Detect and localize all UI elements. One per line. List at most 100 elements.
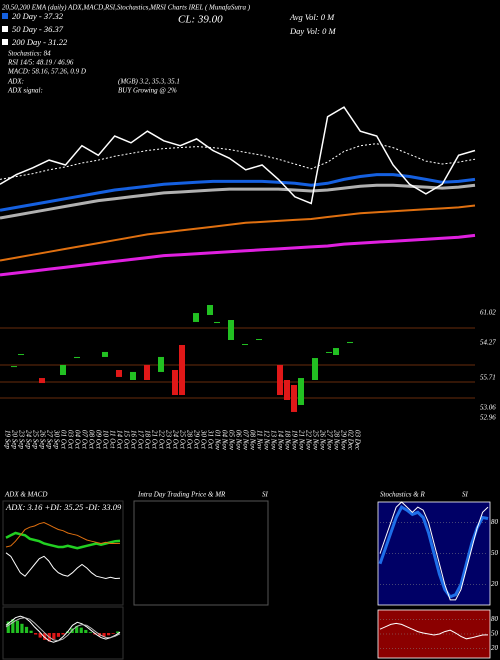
x-tick-label: 23 Sep bbox=[17, 430, 25, 449]
histogram-bar bbox=[34, 633, 38, 635]
x-tick-label: 24 Oct bbox=[171, 430, 179, 450]
histogram-bar bbox=[29, 630, 33, 633]
x-tick-label: 25 Nov bbox=[311, 430, 319, 451]
series-line bbox=[5, 521, 121, 548]
price-level-label: 54.27 bbox=[480, 339, 496, 347]
candle-body bbox=[193, 313, 199, 322]
panel-title: SI bbox=[462, 491, 469, 499]
x-tick-label: 05 Nov bbox=[227, 430, 235, 451]
x-tick-label: 22 Oct bbox=[157, 430, 165, 450]
series-line bbox=[379, 501, 489, 601]
candle-body bbox=[312, 358, 318, 380]
histogram-bar bbox=[24, 626, 29, 633]
legend-entry: 200 Day - 31.22 bbox=[12, 37, 68, 47]
histogram-bar bbox=[61, 633, 65, 635]
intraday-box bbox=[133, 500, 269, 606]
histogram-bar bbox=[102, 633, 106, 637]
x-tick-label: 15 Oct bbox=[122, 430, 130, 450]
avg-volume: Avg Vol: 0 M bbox=[289, 12, 335, 22]
legend-swatch bbox=[2, 39, 8, 45]
adx-values: ADX: 3.16 +DI: 35.25 -DI: 33.09 bbox=[5, 502, 122, 512]
histogram-bar bbox=[75, 626, 79, 633]
y-tick-label: 50 bbox=[491, 549, 499, 557]
x-tick-label: 14 Oct bbox=[115, 430, 123, 450]
candle-body bbox=[347, 341, 353, 344]
x-tick-label: 08 Nov bbox=[248, 430, 256, 451]
price-level-label: 52.96 bbox=[480, 414, 496, 422]
x-tick-label: 20 Sep bbox=[10, 430, 18, 449]
candle-body bbox=[60, 365, 66, 375]
histogram-bar bbox=[6, 621, 10, 633]
x-tick-label: 11 Oct bbox=[108, 430, 116, 449]
x-tick-label: 09 Oct bbox=[94, 430, 102, 450]
candle-body bbox=[11, 366, 17, 368]
candle-body bbox=[74, 356, 80, 359]
y-tick-label: 20 bbox=[491, 644, 499, 652]
x-tick-label: 28 Nov bbox=[332, 430, 340, 451]
x-tick-label: 19 Nov bbox=[290, 430, 298, 451]
series-line bbox=[379, 622, 489, 640]
x-tick-label: 02 Dec bbox=[346, 430, 354, 451]
x-tick-label: 03 Dec bbox=[353, 430, 361, 451]
candle-body bbox=[172, 370, 178, 395]
x-tick-label: 07 Oct bbox=[80, 430, 88, 450]
histogram-bar bbox=[107, 633, 111, 636]
x-tick-label: 11 Nov bbox=[255, 430, 263, 450]
x-tick-label: 28 Oct bbox=[185, 430, 193, 450]
x-tick-label: 27 Nov bbox=[325, 430, 333, 451]
histogram-bar bbox=[88, 632, 92, 633]
panel-title: Stochastics & R bbox=[380, 491, 425, 499]
x-tick-label: 14 Nov bbox=[276, 430, 284, 451]
x-tick-label: 13 Nov bbox=[269, 430, 277, 451]
x-tick-label: 01 Oct bbox=[59, 430, 67, 450]
candle-body bbox=[333, 348, 339, 355]
x-tick-label: 22 Nov bbox=[304, 430, 312, 451]
histogram-bar bbox=[56, 633, 61, 637]
candle-body bbox=[144, 365, 150, 380]
x-tick-label: 29 Nov bbox=[339, 430, 347, 451]
candle-body bbox=[228, 320, 234, 340]
x-tick-label: 03 Oct bbox=[66, 430, 74, 450]
series-line bbox=[0, 106, 476, 205]
x-tick-label: 19 Sep bbox=[3, 430, 11, 449]
x-tick-label: 07 Nov bbox=[241, 430, 249, 451]
stat: Stochastics: 84 bbox=[8, 50, 51, 58]
stat: RSI 14/5: 48.19 / 46.96 bbox=[7, 59, 74, 67]
x-tick-label: 01 Nov bbox=[213, 430, 221, 451]
x-tick-label: 12 Nov bbox=[262, 430, 270, 451]
x-tick-label: 21 Nov bbox=[297, 430, 305, 451]
x-tick-label: 25 Sep bbox=[31, 430, 39, 449]
adx-label: ADX: bbox=[7, 78, 24, 86]
x-tick-label: 27 Sep bbox=[45, 430, 53, 449]
adx-box bbox=[2, 500, 124, 606]
candle-body bbox=[277, 365, 283, 395]
x-tick-label: 26 Sep bbox=[38, 430, 46, 449]
price-level-label: 53.06 bbox=[480, 404, 496, 412]
x-tick-label: 04 Nov bbox=[220, 430, 228, 451]
adx-signal: BUY Growing @ 2% bbox=[118, 87, 177, 95]
y-tick-label: 20 bbox=[491, 580, 499, 588]
y-tick-label: 80 bbox=[491, 518, 499, 526]
candle-body bbox=[39, 378, 45, 384]
x-tick-label: 18 Oct bbox=[143, 430, 151, 450]
x-tick-label: 06 Nov bbox=[234, 430, 242, 451]
candle-body bbox=[284, 380, 290, 400]
y-tick-label: 50 bbox=[491, 630, 499, 638]
series-line bbox=[5, 617, 121, 642]
candle-body bbox=[116, 370, 122, 377]
x-tick-label: 30 Sep bbox=[52, 429, 60, 449]
chart-title: 20,50,200 EMA (daily) ADX,MACD,RSI,Stoch… bbox=[2, 4, 251, 12]
candle-body bbox=[298, 378, 304, 405]
price-level-label: 61.02 bbox=[480, 309, 496, 317]
x-tick-label: 25 Oct bbox=[178, 430, 186, 450]
x-tick-label: 29 Oct bbox=[192, 430, 200, 450]
x-tick-label: 17 Oct bbox=[136, 430, 144, 450]
histogram-bar bbox=[20, 623, 24, 633]
price-level-label: 55.71 bbox=[480, 374, 496, 382]
adx-text: (MGB) 3.2, 35.3, 35.1 bbox=[118, 78, 180, 86]
histogram-bar bbox=[84, 629, 88, 633]
day-volume: Day Vol: 0 M bbox=[289, 26, 336, 36]
x-tick-label: 23 Oct bbox=[164, 430, 172, 450]
macd-box bbox=[2, 606, 124, 660]
series-line bbox=[0, 233, 476, 277]
